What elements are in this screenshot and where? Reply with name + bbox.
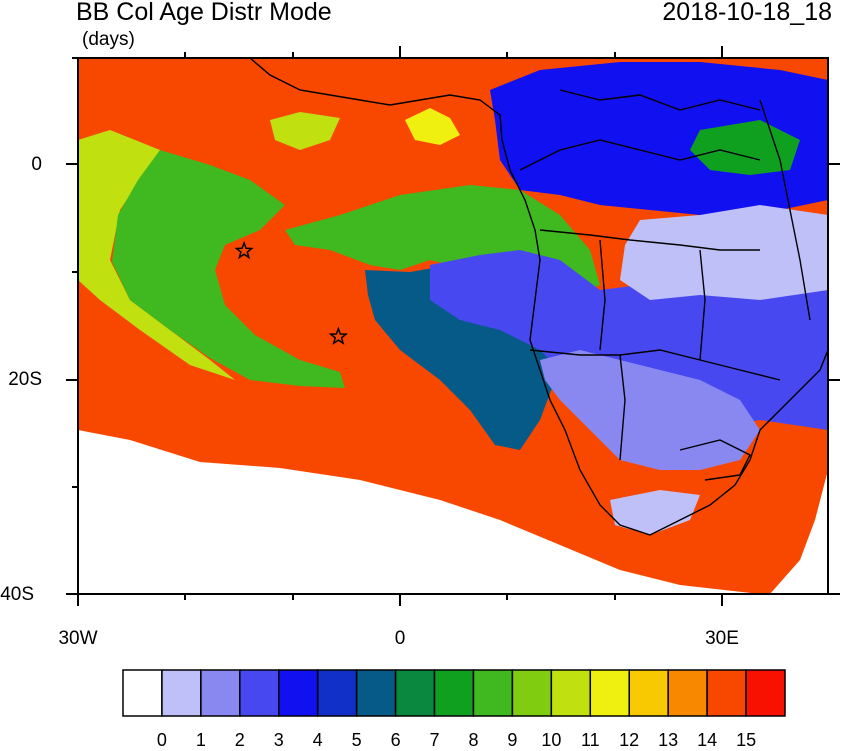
field-green-arc xyxy=(112,150,345,388)
colorbar-label-4: 4 xyxy=(312,730,323,750)
colorbar-label-5: 5 xyxy=(351,730,362,750)
colorbar-box-8 xyxy=(433,669,475,717)
x-tick-label-30e: 30E xyxy=(705,628,739,649)
colorbar-box-10 xyxy=(511,669,553,717)
colorbar-box-1 xyxy=(161,669,202,717)
colorbar-label-3: 3 xyxy=(273,730,284,750)
x-tick-label-30w: 30W xyxy=(58,628,98,649)
border-a xyxy=(519,139,761,171)
colorbar-label-2: 2 xyxy=(234,730,245,750)
y-tick-label-0: 0 xyxy=(31,154,42,175)
y-tick-label-40s: 40S xyxy=(0,584,34,605)
colorbar-box-9 xyxy=(472,669,514,717)
colorbar-label-15: 15 xyxy=(736,730,757,750)
border-f xyxy=(699,249,706,361)
colorbar-box-5 xyxy=(316,669,358,717)
colorbar-label-1: 1 xyxy=(195,730,206,750)
star-marker-2 xyxy=(328,326,349,345)
axis-ticks xyxy=(66,46,840,606)
colorbar-box-11 xyxy=(550,669,592,717)
colorbar-box-4 xyxy=(278,669,319,717)
colorbar-box-16 xyxy=(745,669,786,717)
colorbar-box-14 xyxy=(667,669,708,717)
colorbar-label-9: 9 xyxy=(507,730,518,750)
border-h xyxy=(759,99,811,321)
colorbar-label-7: 7 xyxy=(429,730,440,750)
colorbar-box-6 xyxy=(355,669,397,717)
border-d xyxy=(619,354,626,461)
field-yellow-north xyxy=(405,108,460,145)
border-c xyxy=(529,349,781,381)
markers-layer xyxy=(234,240,349,345)
colorbar-label-11: 11 xyxy=(580,730,600,750)
field-lightblue-sa xyxy=(610,490,700,535)
border-g xyxy=(679,439,751,481)
x-tick-label-0: 0 xyxy=(394,628,406,649)
field-layer xyxy=(78,58,828,594)
colorbar-label-6: 6 xyxy=(390,730,401,750)
colorbar-label-14: 14 xyxy=(697,730,718,750)
colorbar-label-10: 10 xyxy=(541,730,562,750)
field-clean-air-east xyxy=(770,470,828,594)
star-marker-1 xyxy=(234,240,254,260)
africa-coastline xyxy=(249,58,828,536)
datetime-label: 2018-10-18_18 xyxy=(662,0,832,26)
colorbar-box-13 xyxy=(628,669,669,717)
plot-title: BB Col Age Distr Mode xyxy=(76,0,332,26)
colorbar-box-0 xyxy=(122,669,163,717)
colorbar-label-8: 8 xyxy=(468,730,479,750)
colorbar-box-7 xyxy=(394,669,436,717)
colorbar-box-12 xyxy=(589,669,630,717)
units-label: (days) xyxy=(82,29,135,50)
field-lightblue-east xyxy=(620,205,828,300)
border-b xyxy=(539,229,760,251)
field-clean-air xyxy=(78,430,760,594)
colorbar-label-12: 12 xyxy=(619,730,640,750)
field-lime-plume xyxy=(78,130,235,380)
coastlines xyxy=(249,58,828,536)
field-green-east xyxy=(690,120,800,175)
field-lime-north xyxy=(270,112,340,150)
border-i xyxy=(559,89,761,111)
plot-frame xyxy=(77,57,829,595)
colorbar-box-2 xyxy=(200,669,241,717)
field-lightblue-south xyxy=(540,350,760,470)
border-e xyxy=(599,239,606,351)
field-blue-north xyxy=(490,62,828,220)
colorbar-box-15 xyxy=(706,669,747,717)
colorbar xyxy=(122,669,786,717)
y-tick-label-20s: 20S xyxy=(8,369,42,390)
colorbar-label-13: 13 xyxy=(658,730,679,750)
colorbar-label-0: 0 xyxy=(156,730,167,750)
colorbar-box-3 xyxy=(239,669,280,717)
